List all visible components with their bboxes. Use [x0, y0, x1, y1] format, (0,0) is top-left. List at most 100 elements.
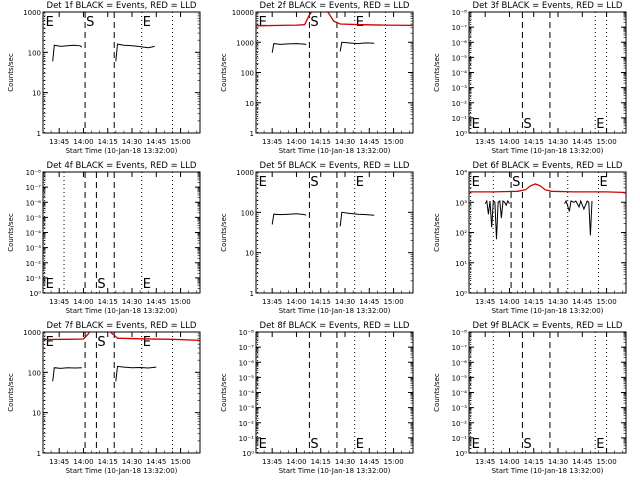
y-tick-label: 10⁻⁴ [452, 390, 468, 398]
y-tick-label: 10⁰ [29, 290, 41, 298]
x-tick-label: 13:45 [262, 298, 282, 306]
x-tick-label: 15:00 [170, 458, 190, 466]
y-tick-label: 1000 [236, 39, 254, 47]
y-tick-label: 1000 [236, 169, 254, 177]
y-tick-label: 10⁰ [455, 450, 467, 458]
plot-frame [42, 331, 201, 454]
y-tick-label: 10⁻⁸ [452, 9, 468, 17]
x-tick-label: 15:00 [170, 298, 190, 306]
x-tick-label: 13:45 [262, 138, 282, 146]
x-tick-label: 14:30 [122, 458, 142, 466]
x-tick-label: 14:30 [122, 298, 142, 306]
x-tick-label: 14:45 [146, 298, 166, 306]
y-tick-label: 10⁰ [242, 450, 254, 458]
y-tick-label: 10⁻² [239, 420, 255, 428]
y-tick-label: 10⁻⁶ [239, 359, 255, 367]
y-tick-label: 100 [28, 369, 41, 377]
y-tick-label: 10⁻⁴ [452, 70, 468, 78]
y-tick-label: 10⁻¹ [452, 115, 468, 123]
plot-frame [255, 331, 414, 454]
y-tick-label: 10⁻² [452, 100, 468, 108]
y-tick-label: 100 [28, 49, 41, 57]
x-tick-label: 13:45 [475, 138, 495, 146]
marker-label: E [472, 175, 480, 190]
y-tick-label: 10⁻³ [239, 405, 255, 413]
y-axis-label: Counts/sec [433, 53, 441, 92]
plot-title: Det 2f BLACK = Events, RED = LLD [260, 1, 410, 11]
marker-label: E [46, 335, 54, 350]
y-tick-label: 10⁻⁷ [239, 344, 255, 352]
y-tick-label: 10 [245, 250, 254, 258]
x-tick-label: 15:00 [383, 458, 403, 466]
x-tick-label: 13:45 [475, 298, 495, 306]
y-tick-label: 10⁻⁷ [452, 344, 468, 352]
x-tick-label: 15:00 [596, 298, 616, 306]
y-tick-label: 10⁻⁸ [452, 329, 468, 337]
y-axis-label: Counts/sec [433, 373, 441, 412]
marker-label: S [512, 175, 520, 190]
x-tick-label: 14:15 [311, 298, 331, 306]
y-tick-label: 10⁻⁵ [452, 374, 468, 382]
y-axis-label: Counts/sec [220, 53, 228, 92]
y-tick-label: 10⁻¹ [26, 275, 42, 283]
y-axis-label: Counts/sec [220, 213, 228, 252]
lld-series-line [43, 332, 200, 342]
y-tick-label: 10⁻⁸ [26, 169, 42, 177]
y-tick-label: 10⁻⁸ [239, 329, 255, 337]
marker-label: S [523, 117, 531, 132]
plot-title: Det 3f BLACK = Events, RED = LLD [473, 1, 623, 11]
plot-title: Det 8f BLACK = Events, RED = LLD [260, 321, 410, 331]
x-tick-label: 14:00 [286, 138, 306, 146]
events-series-line [271, 213, 307, 225]
x-tick-label: 14:30 [548, 138, 568, 146]
detector-plot-2: Det 2f BLACK = Events, RED = LLD 1 10 100 10… [220, 1, 414, 155]
x-tick-label: 14:30 [335, 298, 355, 306]
x-tick-label: 14:00 [286, 298, 306, 306]
y-tick-label: 10⁻⁵ [26, 214, 42, 222]
y-tick-label: 10⁻² [26, 260, 42, 268]
marker-label: E [599, 175, 607, 190]
lld-series-line [469, 183, 626, 194]
y-tick-label: 10⁻⁶ [452, 39, 468, 47]
x-tick-label: 13:45 [49, 298, 69, 306]
plot-title: Det 9f BLACK = Events, RED = LLD [473, 321, 623, 331]
x-tick-label: 14:30 [335, 138, 355, 146]
y-tick-label: 1 [37, 130, 41, 138]
y-tick-label: 10⁻⁷ [452, 24, 468, 32]
x-tick-label: 14:45 [146, 138, 166, 146]
plot-frame [255, 171, 414, 294]
marker-label: E [259, 175, 267, 190]
marker-label: E [259, 15, 267, 30]
marker-label: E [143, 277, 151, 292]
y-tick-label: 10 [245, 100, 254, 108]
x-tick-label: 14:30 [122, 138, 142, 146]
y-tick-label: 100 [241, 209, 254, 217]
y-tick-label: 10⁻⁵ [452, 54, 468, 62]
x-tick-label: 14:00 [286, 458, 306, 466]
x-axis-label: Start Time (10-Jan-18 13:32:00) [66, 147, 178, 155]
events-series-line [115, 365, 157, 382]
events-series-line [339, 211, 375, 227]
marker-label: E [472, 437, 480, 452]
x-axis-label: Start Time (10-Jan-18 13:32:00) [492, 467, 604, 475]
marker-label: E [143, 15, 151, 30]
y-axis-label: Counts/sec [7, 213, 15, 252]
y-tick-label: 10⁻⁴ [26, 230, 42, 238]
marker-label: S [523, 437, 531, 452]
marker-label: E [472, 117, 480, 132]
detector-plot-4: Det 4f BLACK = Events, RED = LLD 10⁰ 10⁻¹ 1… [7, 161, 201, 315]
x-tick-label: 14:15 [311, 138, 331, 146]
marker-label: E [46, 15, 54, 30]
events-series-line [339, 41, 375, 52]
x-axis-label: Start Time (10-Jan-18 13:32:00) [66, 307, 178, 315]
y-tick-label: 10⁻⁴ [239, 390, 255, 398]
x-tick-label: 14:45 [359, 458, 379, 466]
detector-plot-5: Det 5f BLACK = Events, RED = LLD 1 10 100 10… [220, 161, 414, 315]
y-tick-label: 10 [32, 90, 41, 98]
y-tick-label: 10⁻² [452, 420, 468, 428]
x-tick-label: 14:15 [524, 138, 544, 146]
y-tick-label: 1 [250, 130, 254, 138]
x-tick-label: 13:45 [262, 458, 282, 466]
marker-label: E [356, 15, 364, 30]
